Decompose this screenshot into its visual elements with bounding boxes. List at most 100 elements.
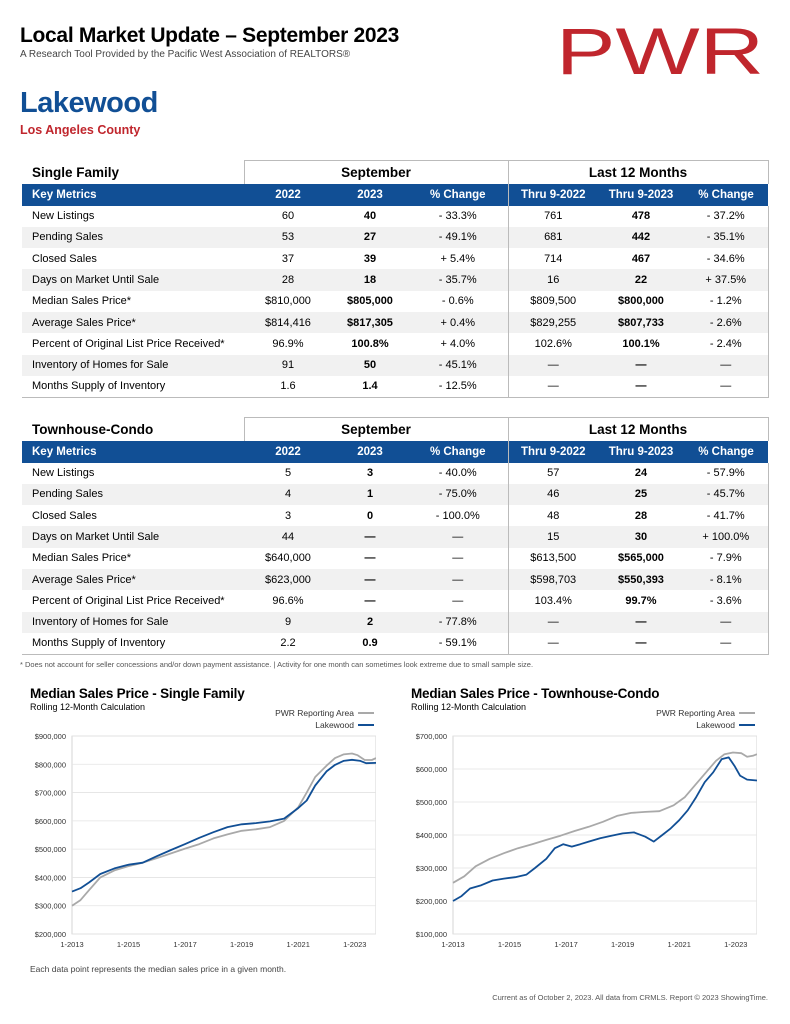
table-section-title: Townhouse-Condo — [32, 421, 154, 437]
metric-value: 5 — [284, 467, 292, 480]
legend-item-lakewood: Lakewood — [275, 719, 374, 731]
report-header: Local Market Update – September 2023 A R… — [20, 24, 540, 61]
metric-value: 22 — [598, 269, 684, 291]
metric-value: 25 — [598, 483, 684, 506]
metric-value: 60 — [281, 210, 295, 223]
metric-value: 99.7% — [625, 594, 657, 607]
column-header: Key Metrics — [22, 183, 244, 206]
table-row: Inventory of Homes for Sale 91 50- 45.1% — —… — [22, 354, 769, 376]
metric-value: 4 — [244, 483, 332, 506]
legend-swatch — [739, 711, 755, 715]
metric-label: Percent of Original List Price Received* — [32, 337, 225, 350]
table-row: Months Supply of Inventory 1.6 1.4- 12.5% —… — [22, 375, 769, 398]
x-tick-label: 1-2015 — [117, 940, 140, 949]
metric-value: — — [452, 552, 464, 565]
report-subtitle: A Research Tool Provided by the Pacific … — [20, 49, 351, 60]
series-line-pwr-reporting-area — [71, 752, 376, 907]
legend-item-pwr: PWR Reporting Area — [656, 707, 755, 719]
metric-value: 1 — [332, 483, 408, 506]
legend-swatch — [358, 723, 374, 727]
metric-value: 27 — [332, 226, 408, 249]
metric-value: — — [452, 594, 464, 607]
metric-label: Days on Market Until Sale — [22, 269, 244, 291]
metric-value: - 37.2% — [684, 205, 769, 227]
metric-value: 48 — [507, 505, 598, 527]
metric-value: — — [684, 354, 769, 376]
table-row: Pending Sales 4 1- 75.0% 46 25- 45.7% — [22, 483, 769, 506]
series-line-pwr-reporting-area — [452, 751, 757, 884]
legend-swatch — [358, 711, 374, 715]
metric-value: 0.9 — [332, 632, 408, 655]
table-row: Median Sales Price* $640,000 — — $613,500 $56… — [22, 547, 769, 569]
legend-swatch — [739, 723, 755, 727]
metric-value: — — [364, 552, 376, 565]
report-footer: Current as of October 2, 2023. All data … — [492, 993, 768, 1002]
metric-value: - 40.0% — [438, 467, 477, 480]
metric-value: - 35.1% — [684, 226, 769, 249]
svg-text:PWR: PWR — [556, 22, 764, 80]
metric-label: Median Sales Price* — [32, 552, 132, 565]
x-tick-label: 1-2021 — [287, 940, 310, 949]
y-tick-label: $600,000 — [416, 765, 447, 774]
table-row: Average Sales Price* $623,000— — $598,703 $5… — [22, 568, 769, 591]
column-header: Key Metrics — [22, 440, 244, 463]
report-title: Local Market Update – September 2023 — [20, 24, 400, 47]
metric-label: Closed Sales — [32, 252, 97, 265]
rolling-group-header: Last 12 Months — [507, 160, 769, 184]
x-tick-label: 1-2013 — [60, 940, 83, 949]
metric-value: 714 — [507, 248, 598, 270]
metric-value: 0 — [366, 509, 374, 522]
y-tick-label: $600,000 — [35, 817, 66, 826]
metric-value: - 57.9% — [684, 462, 769, 484]
metric-value: 478 — [631, 210, 651, 223]
metric-label: Median Sales Price* — [32, 295, 132, 308]
column-header: % Change — [408, 440, 508, 463]
x-tick-label: 1-2015 — [498, 940, 521, 949]
chart-note: Each data point represents the median sa… — [30, 964, 287, 974]
table-section-title: Single Family — [32, 164, 120, 180]
metric-label: Months Supply of Inventory — [22, 375, 244, 398]
x-tick-label: 1-2017 — [554, 940, 577, 949]
townhouse-condo-table: Townhouse-Condo September Last 12 Months… — [22, 417, 769, 655]
metric-value: - 7.9% — [684, 547, 769, 569]
y-tick-label: $200,000 — [416, 897, 447, 906]
y-tick-label: $800,000 — [35, 760, 66, 769]
metric-label: Average Sales Price* — [22, 568, 244, 591]
townhouse-condo-chart-svg: $100,000 $200,000 $300,000 $400,000 $500,000… — [416, 732, 757, 949]
metric-value: + 0.4% — [408, 311, 508, 334]
table-row: Inventory of Homes for Sale 9 2- 77.8% — — — — [22, 611, 769, 633]
metric-value: $817,305 — [332, 311, 408, 334]
metric-value: — — [408, 526, 508, 548]
area-name: Lakewood — [20, 87, 158, 119]
metric-value: $805,000 — [347, 295, 393, 308]
legend-item-pwr: PWR Reporting Area — [275, 707, 374, 719]
metric-value: 9 — [244, 611, 332, 633]
rolling-group-header: Last 12 Months — [507, 417, 769, 441]
y-tick-label: $700,000 — [35, 789, 66, 798]
metric-value: $565,000 — [618, 552, 664, 565]
metric-label: Closed Sales — [32, 509, 97, 522]
metric-value: — — [408, 568, 508, 591]
metric-value: $640,000 — [265, 552, 311, 565]
metric-value: 1.4 — [332, 375, 408, 398]
metric-value: 1.6 — [244, 375, 332, 398]
metric-label: New Listings — [32, 210, 95, 223]
metric-label: Pending Sales — [22, 483, 244, 506]
table-row: Percent of Original List Price Received*… — [22, 590, 769, 612]
column-header: % Change — [684, 183, 769, 206]
x-tick-label: 1-2013 — [441, 940, 464, 949]
metric-value: — — [507, 632, 598, 655]
single-family-table: Single Family September Last 12 Months K… — [22, 160, 769, 398]
x-tick-label: 1-2019 — [611, 940, 634, 949]
month-group-header: September — [243, 160, 508, 184]
metric-value: - 33.3% — [438, 210, 477, 223]
footnote: * Does not account for seller concession… — [20, 660, 534, 669]
chart-title: Median Sales Price - Townhouse-Condo — [411, 686, 660, 701]
metric-value: 37 — [281, 252, 295, 265]
metric-value: 40 — [363, 210, 377, 223]
metric-value: - 41.7% — [684, 505, 769, 527]
metric-value: 91 — [244, 354, 332, 376]
metric-value: — — [684, 632, 769, 655]
column-header: Thru 9-2022 — [507, 183, 598, 206]
legend-label: PWR Reporting Area — [656, 708, 735, 718]
